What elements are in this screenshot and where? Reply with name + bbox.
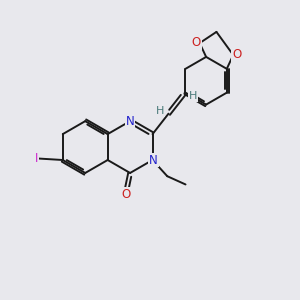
Text: O: O — [232, 48, 242, 61]
Text: I: I — [34, 152, 38, 165]
Text: H: H — [156, 106, 164, 116]
Text: N: N — [149, 154, 158, 166]
Text: O: O — [121, 188, 130, 201]
Text: H: H — [188, 91, 197, 101]
Text: O: O — [191, 36, 201, 49]
Text: N: N — [126, 115, 134, 128]
